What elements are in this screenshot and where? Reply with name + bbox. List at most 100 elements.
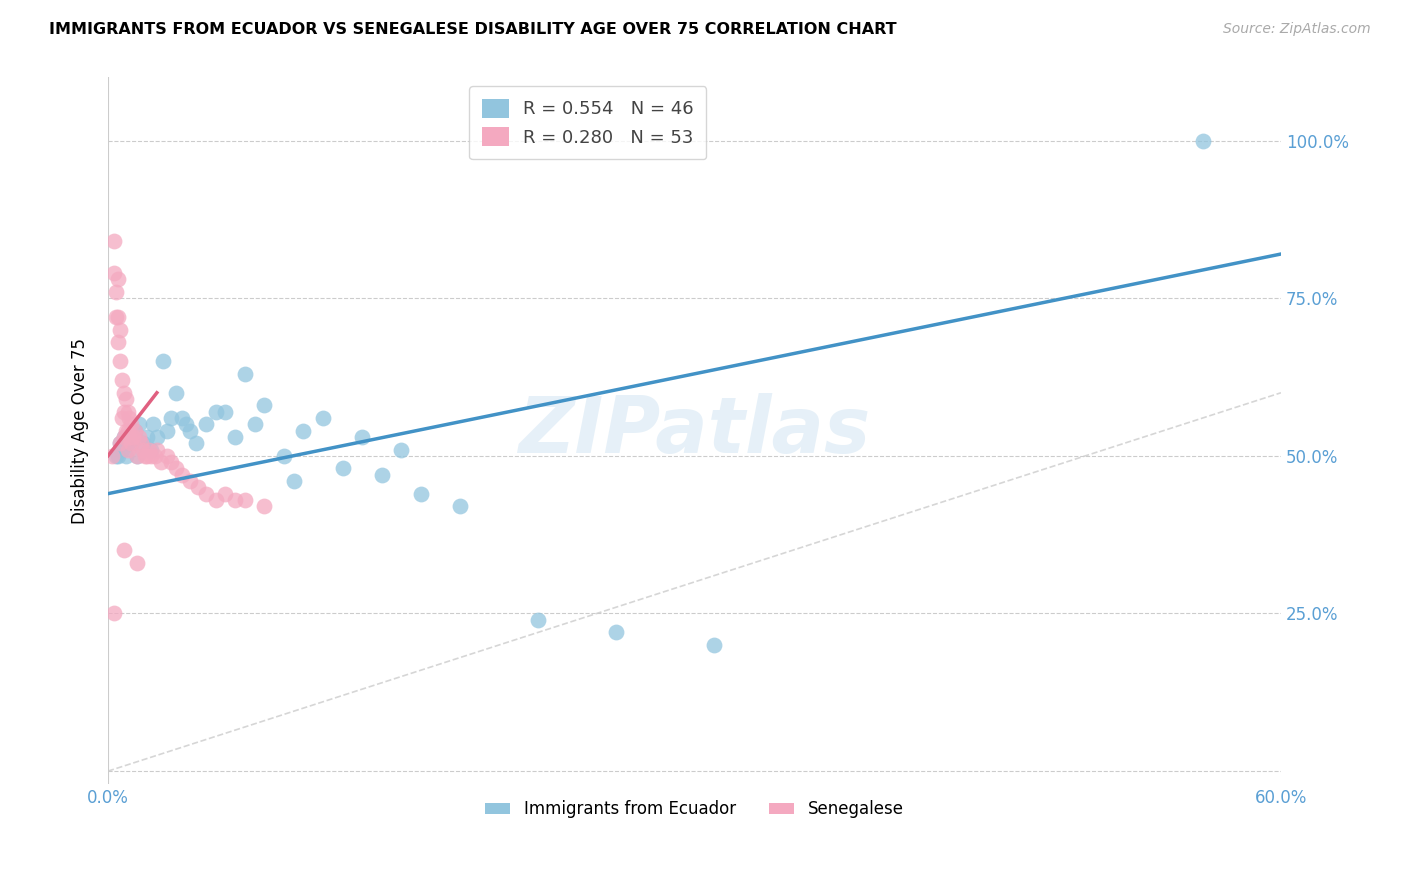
Point [104,310,127,324]
Point [107,310,129,324]
Text: Source: ZipAtlas.com: Source: ZipAtlas.com [1223,22,1371,37]
Point [124,424,146,438]
Point [224,492,246,507]
Point [332,461,354,475]
Point [107,272,129,286]
Point [128,430,150,444]
Point [112,385,135,400]
Point [194,486,217,500]
Point [283,474,305,488]
Point [122,430,145,444]
Point [117,436,139,450]
Point [132,436,155,450]
Point [132,442,155,457]
Point [156,449,179,463]
Point [112,430,135,444]
Point [111,411,134,425]
Point [165,385,187,400]
Point [108,436,131,450]
Point [139,442,162,457]
Point [120,417,142,432]
Point [118,430,141,444]
Point [146,430,169,444]
Point [409,486,432,500]
Point [127,556,149,570]
Point [172,467,194,482]
Point [104,285,127,299]
Point [149,455,172,469]
Point [224,430,246,444]
Point [127,449,149,463]
Point [174,417,197,432]
Point [253,398,276,412]
Y-axis label: Disability Age Over 75: Disability Age Over 75 [72,337,89,524]
Point [114,392,136,406]
Point [136,430,159,444]
Point [273,449,295,463]
Point [111,373,134,387]
Point [120,436,142,450]
Point [101,449,124,463]
Point [108,436,131,450]
Point [156,424,179,438]
Point [104,449,127,463]
Point [114,424,136,438]
Point [152,354,174,368]
Point [187,480,209,494]
Point [103,607,125,621]
Point [214,405,236,419]
Point [159,411,181,425]
Point [120,436,142,450]
Point [134,449,156,463]
Point [194,417,217,432]
Point [112,405,135,419]
Point [214,486,236,500]
Point [143,449,166,463]
Point [243,417,266,432]
Point [112,543,135,558]
Point [352,430,374,444]
Point [129,436,152,450]
Point [112,430,135,444]
Point [118,411,141,425]
Point [172,411,194,425]
Point [527,613,550,627]
Point [139,449,162,463]
Point [233,492,256,507]
Point [1191,134,1213,148]
Point [142,417,165,432]
Point [114,449,136,463]
Point [179,474,201,488]
Point [111,442,134,457]
Point [146,442,169,457]
Point [138,442,160,457]
Legend: Immigrants from Ecuador, Senegalese: Immigrants from Ecuador, Senegalese [479,794,910,825]
Point [127,449,149,463]
Point [204,492,226,507]
Point [605,625,627,640]
Point [108,323,131,337]
Point [103,266,125,280]
Point [107,449,129,463]
Text: ZIPatlas: ZIPatlas [519,392,870,468]
Point [389,442,412,457]
Point [253,500,276,514]
Point [107,335,129,350]
Point [124,424,146,438]
Point [312,411,335,425]
Point [184,436,207,450]
Point [449,500,471,514]
Point [108,354,131,368]
Point [165,461,187,475]
Point [292,424,315,438]
Point [103,235,125,249]
Point [370,467,392,482]
Point [233,367,256,381]
Point [136,449,159,463]
Point [117,405,139,419]
Text: IMMIGRANTS FROM ECUADOR VS SENEGALESE DISABILITY AGE OVER 75 CORRELATION CHART: IMMIGRANTS FROM ECUADOR VS SENEGALESE DI… [49,22,897,37]
Point [703,638,725,652]
Point [179,424,201,438]
Point [159,455,181,469]
Point [128,417,150,432]
